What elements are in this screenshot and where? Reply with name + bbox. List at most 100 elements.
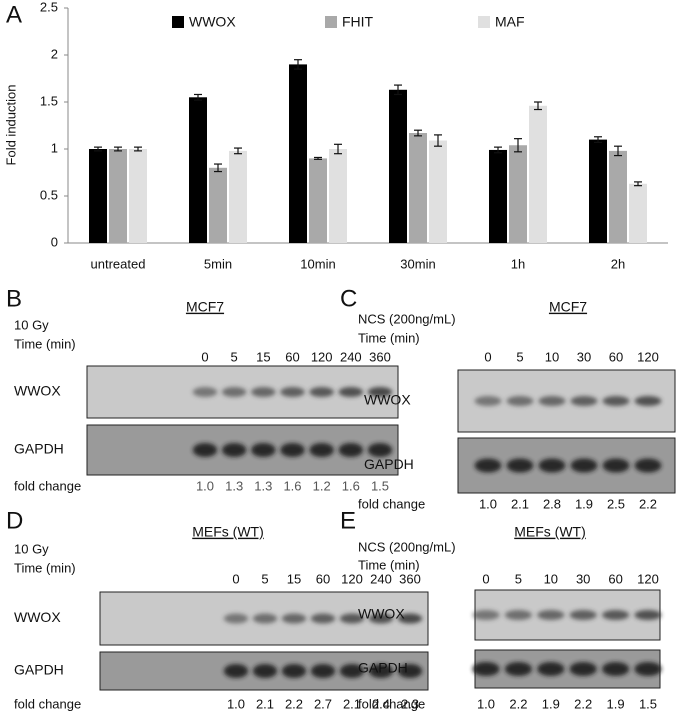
fold-value: 2.2 [509,696,527,711]
bar [229,150,247,243]
fold-value: 2.1 [256,696,274,711]
fold-value: 1.3 [225,478,243,493]
error-bar [234,147,242,155]
band [569,662,597,676]
bar [409,133,427,243]
time-point: 15 [256,349,270,364]
x-tick-label: 1h [511,256,525,271]
bar [629,183,647,243]
fold-value: 1.9 [575,496,593,511]
time-point: 60 [316,571,330,586]
band [280,443,305,457]
error-bar [294,59,302,70]
time-label: Time (min) [14,336,76,351]
band [634,458,662,473]
band [569,610,597,620]
time-point: 120 [311,349,333,364]
band [601,610,630,620]
band [367,387,393,397]
time-point: 360 [399,571,421,586]
error-bar [414,129,422,137]
bar [189,97,207,243]
time-point: 240 [370,571,392,586]
time-point: 60 [608,571,622,586]
band [192,443,218,457]
legend-swatch [325,16,337,28]
bar [529,105,547,243]
time-point: 0 [201,349,208,364]
band [538,458,566,473]
time-point: 0 [232,571,239,586]
time-point: 60 [285,349,299,364]
bar [609,150,627,243]
band [368,664,394,678]
band [634,662,662,676]
bar [129,149,147,243]
error-bar [394,84,402,96]
bar [289,64,307,244]
row-label: GAPDH [14,441,64,457]
blot-strip [474,649,661,689]
row-label: WWOX [358,606,405,622]
fold-value: 2.3 [401,696,419,711]
bar [509,145,527,243]
row-label: WWOX [14,609,61,625]
band [504,610,533,620]
panel-letter: C [340,285,357,312]
bar [89,149,107,243]
time-point: 0 [482,571,489,586]
legend-label: WWOX [189,14,236,30]
error-bar [214,163,222,173]
error-bar [534,101,542,111]
fold-value: 1.0 [479,496,497,511]
y-tick-label: 2 [51,46,58,61]
bar [389,89,407,243]
time-point: 120 [637,571,659,586]
time-point: 10 [545,349,559,364]
x-tick-label: untreated [91,256,146,271]
bar [489,149,507,243]
fold-value: 1.5 [371,478,389,493]
fold-value: 2.1 [343,696,361,711]
band [506,396,534,406]
time-point: 5 [515,571,522,586]
fold-value: 1.9 [607,696,625,711]
bar [109,149,127,243]
panel-letter: B [6,285,22,312]
row-label: GAPDH [358,660,408,676]
band [221,387,247,397]
y-tick-label: 2.5 [40,0,58,14]
band [280,387,305,397]
band [537,662,565,676]
blot-strip [474,589,661,641]
band [252,664,278,678]
band [339,664,365,678]
y-tick-label: 1.5 [40,93,58,108]
fold-value: 1.0 [227,696,245,711]
error-bar [334,143,342,155]
time-point: 30 [577,349,591,364]
error-bar [314,156,322,160]
time-point: 15 [287,571,301,586]
band [223,664,249,678]
legend-label: MAF [495,14,525,30]
band [310,613,336,624]
time-point: 0 [484,349,491,364]
time-point: 240 [340,349,362,364]
band [397,664,423,678]
treatment: NCS (200ng/mL) [358,311,456,326]
fold-label: fold change [358,696,425,711]
band [602,458,630,473]
fold-label: fold change [14,696,81,711]
bar [329,149,347,243]
fold-label: fold change [358,496,425,511]
bar [309,158,327,243]
treatment: NCS (200ng/mL) [358,539,456,554]
time-point: 30 [576,571,590,586]
fold-label: fold change [14,478,81,493]
band [601,662,630,676]
band [570,458,598,473]
band [634,396,662,406]
time-label: Time (min) [358,330,420,345]
